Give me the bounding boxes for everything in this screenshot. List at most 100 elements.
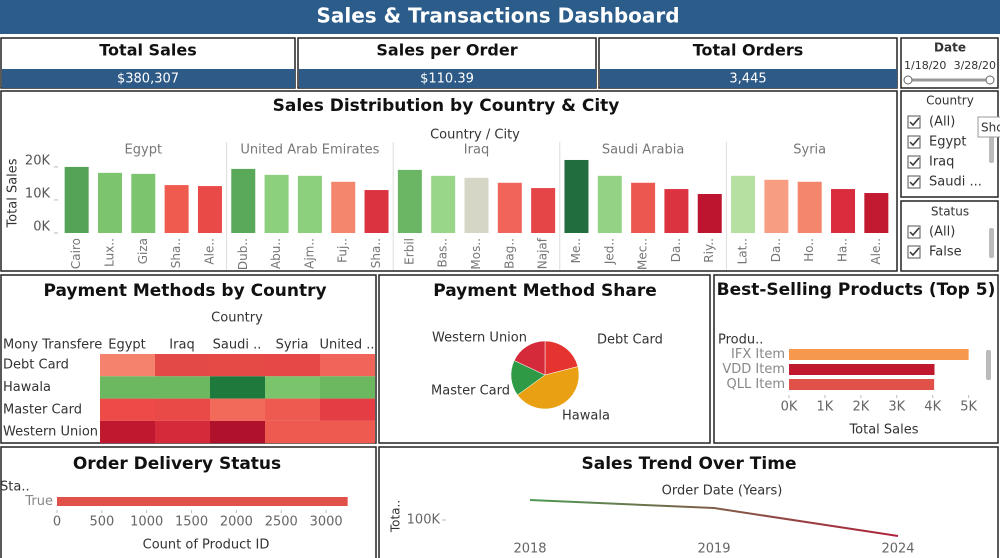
x-tick-label: 2024 <box>881 542 914 557</box>
heat-cell <box>265 376 320 399</box>
dashboard-title: Sales & Transactions Dashboard <box>316 4 679 28</box>
checkbox <box>907 115 921 129</box>
pie-slice <box>513 340 546 376</box>
filter-item: (All) <box>929 225 955 240</box>
heat-cell <box>210 354 265 377</box>
bar <box>131 173 156 233</box>
slice-label: Western Union <box>432 331 527 346</box>
heat-cell <box>265 420 320 444</box>
heat-cell <box>210 398 265 421</box>
x-tick-label: Lux.. <box>102 238 116 267</box>
x-tick-label: Mos.. <box>469 238 483 270</box>
bar <box>497 182 522 233</box>
axis-title: Country / City <box>430 128 520 143</box>
bar <box>631 182 656 233</box>
checkbox <box>907 245 921 259</box>
y-tick-label: IFX Item <box>731 347 785 362</box>
bar <box>597 175 622 233</box>
axis-title: Mony Transfere <box>3 338 102 353</box>
x-tick-label: 0K <box>781 400 798 415</box>
date-end: 3/28/20 <box>954 59 996 72</box>
y-tick-label: 10K <box>25 186 51 201</box>
bar <box>831 189 856 233</box>
x-tick-label: Mec.. <box>636 238 650 270</box>
axis-title: Country <box>211 311 263 326</box>
bar <box>364 190 389 233</box>
x-tick-label: Da.. <box>769 238 783 262</box>
checkbox <box>907 135 921 149</box>
filter-item: Iraq <box>929 155 954 170</box>
x-tick-label: Bas.. <box>436 238 450 267</box>
x-tick-label: 4K <box>924 400 941 415</box>
x-tick-label: Abu.. <box>269 238 283 269</box>
slider-handle <box>985 75 995 85</box>
panel-title: Sales Distribution by Country & City <box>273 96 620 116</box>
heat-cell <box>265 398 320 421</box>
scrollbar <box>986 350 991 380</box>
pie-slice <box>544 340 579 376</box>
x-tick-label: Ha.. <box>836 238 850 262</box>
row-label: Western Union <box>3 425 98 440</box>
axis-title: Sta.. <box>0 480 30 495</box>
filter-item: Saudi ... <box>929 175 982 190</box>
row-label: Master Card <box>3 402 82 417</box>
filter-title: Country <box>926 94 974 108</box>
x-tick-label: Erbil <box>402 238 416 265</box>
bar <box>731 175 756 233</box>
check-mark <box>909 157 920 167</box>
x-tick-label: Sha.. <box>169 238 183 268</box>
x-tick-label: Giza <box>136 238 150 264</box>
bar <box>789 364 935 375</box>
check-mark <box>909 117 920 127</box>
x-tick-label: 3000 <box>310 515 343 530</box>
heat-cell <box>100 376 155 399</box>
axis-title: Tota.. <box>389 500 403 533</box>
x-tick-label: 2000 <box>220 515 253 530</box>
filter-item: False <box>929 245 962 260</box>
bar <box>97 172 122 233</box>
x-tick-label: 1K <box>817 400 834 415</box>
x-tick-label: Da.. <box>669 238 683 262</box>
heat-cell <box>320 398 375 421</box>
x-tick-label: Ale.. <box>202 238 216 265</box>
header-bar <box>0 0 1000 34</box>
bar <box>164 185 189 233</box>
bar <box>57 497 348 506</box>
bar <box>431 175 456 233</box>
heat-cell <box>320 376 375 399</box>
x-tick-label: Ho.. <box>802 238 816 262</box>
kpi-value: 3,445 <box>729 72 766 87</box>
axis-title: Total Sales <box>848 423 918 438</box>
x-tick-label: 2019 <box>697 542 730 557</box>
column-label: Egypt <box>108 338 146 353</box>
slice-label: Master Card <box>431 384 510 399</box>
kpi-value: $380,307 <box>117 72 179 87</box>
y-tick-label: 100K <box>407 513 441 528</box>
heat-cell <box>265 354 320 377</box>
slice-label: Debt Card <box>597 333 663 348</box>
bar <box>564 159 589 233</box>
kpi-value-bar <box>600 69 897 88</box>
x-tick-label: 3K <box>888 400 905 415</box>
y-tick-label: 0K <box>33 220 50 235</box>
bar <box>797 181 822 233</box>
bar <box>331 181 356 233</box>
x-tick-label: 5K <box>960 400 977 415</box>
bar <box>697 194 722 233</box>
x-tick-label: 2018 <box>513 542 546 557</box>
axis-title: Order Date (Years) <box>662 484 783 499</box>
x-tick-label: Riy.. <box>702 238 716 263</box>
filter-title: Status <box>931 205 969 219</box>
bar <box>64 166 89 233</box>
y-tick-label: QLL Item <box>727 377 785 392</box>
x-tick-label: 2K <box>852 400 869 415</box>
group-label: Egypt <box>125 143 163 158</box>
x-tick-label: 1500 <box>175 515 208 530</box>
slice-label: Hawala <box>562 409 610 424</box>
checkbox <box>907 155 921 169</box>
trend-line <box>529 499 899 537</box>
group-label: United Arab Emirates <box>240 143 379 158</box>
heat-cell <box>100 420 155 444</box>
